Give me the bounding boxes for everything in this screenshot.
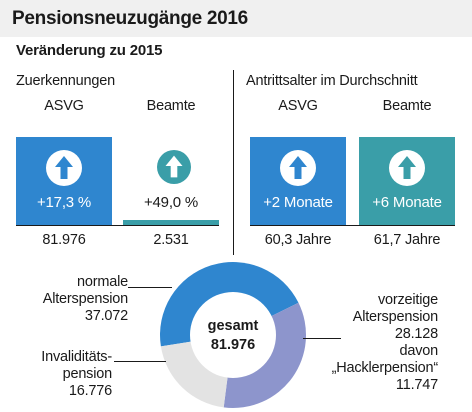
slice-label-line2: Alterspension (352, 309, 438, 325)
slice-label-line1: Invaliditäts- (41, 349, 112, 365)
title-bar (0, 0, 472, 37)
donut-center-label: gesamt (208, 318, 259, 334)
donut-hole (190, 292, 276, 378)
change-value: +2 Monate (263, 194, 333, 211)
change-bar-beamte-zuerkennungen (123, 220, 219, 225)
slice-value: 37.072 (84, 308, 128, 324)
section-label-antrittsalter: Antrittsalter im Durchschnitt (246, 73, 418, 89)
value-beamte-zuerkennungen: 2.531 (153, 232, 189, 248)
change-box-asvg-antrittsalter: +2 Monate (250, 137, 346, 225)
value-asvg-antrittsalter: 60,3 Jahre (264, 232, 332, 248)
change-value: +17,3 % (36, 194, 92, 211)
change-value: +6 Monate (372, 194, 442, 211)
column-header-asvg-antrittsalter: ASVG (278, 98, 318, 114)
slice-label-line1: vorzeitige (377, 292, 438, 308)
slice-label-line2: Alterspension (42, 291, 128, 307)
leader-line-invaliditaet (114, 361, 166, 362)
slice-value: 16.776 (68, 383, 112, 399)
slice-label-normale-alterspension: normale Alterspension 37.072 (16, 274, 128, 325)
slice-label-line2: pension (62, 366, 113, 382)
change-value: +49,0 % (143, 194, 199, 211)
annotation-value: 11.747 (395, 377, 438, 393)
page-title: Pensionsneuzugänge 2016 (12, 8, 248, 29)
change-box-asvg-zuerkennungen: +17,3 % (16, 137, 112, 225)
arrow-up-icon (389, 150, 425, 186)
leader-line-normale (128, 287, 172, 288)
value-asvg-zuerkennungen: 81.976 (42, 232, 86, 248)
arrow-up-icon (280, 150, 316, 186)
leader-line-vorzeitige (303, 338, 341, 339)
page-subtitle: Veränderung zu 2015 (16, 42, 163, 59)
annotation-line1: davon (399, 343, 438, 359)
column-header-beamte-zuerkennungen: Beamte (146, 98, 196, 114)
donut-center-value: 81.976 (211, 337, 255, 353)
slice-label-vorzeitige-alterspension: vorzeitige Alterspension 28.128 davon „H… (318, 292, 439, 394)
section-divider (233, 70, 234, 255)
arrow-up-icon (157, 150, 191, 184)
value-beamte-antrittsalter: 61,7 Jahre (373, 232, 441, 248)
arrow-up-icon (46, 150, 82, 186)
column-header-asvg-zuerkennungen: ASVG (44, 98, 84, 114)
slice-label-invaliditaetspension: Invaliditäts- pension 16.776 (16, 349, 112, 400)
annotation-line2: „Hacklerpension“ (331, 360, 439, 376)
change-box-beamte-antrittsalter: +6 Monate (359, 137, 455, 225)
baseline-antrittsalter (250, 225, 455, 226)
baseline-zuerkennungen (16, 225, 219, 226)
donut-chart: gesamt 81.976 (160, 262, 306, 408)
slice-label-line1: normale (77, 274, 128, 290)
section-label-zuerkennungen: Zuerkennungen (16, 73, 115, 89)
column-header-beamte-antrittsalter: Beamte (382, 98, 432, 114)
slice-value: 28.128 (394, 326, 438, 342)
